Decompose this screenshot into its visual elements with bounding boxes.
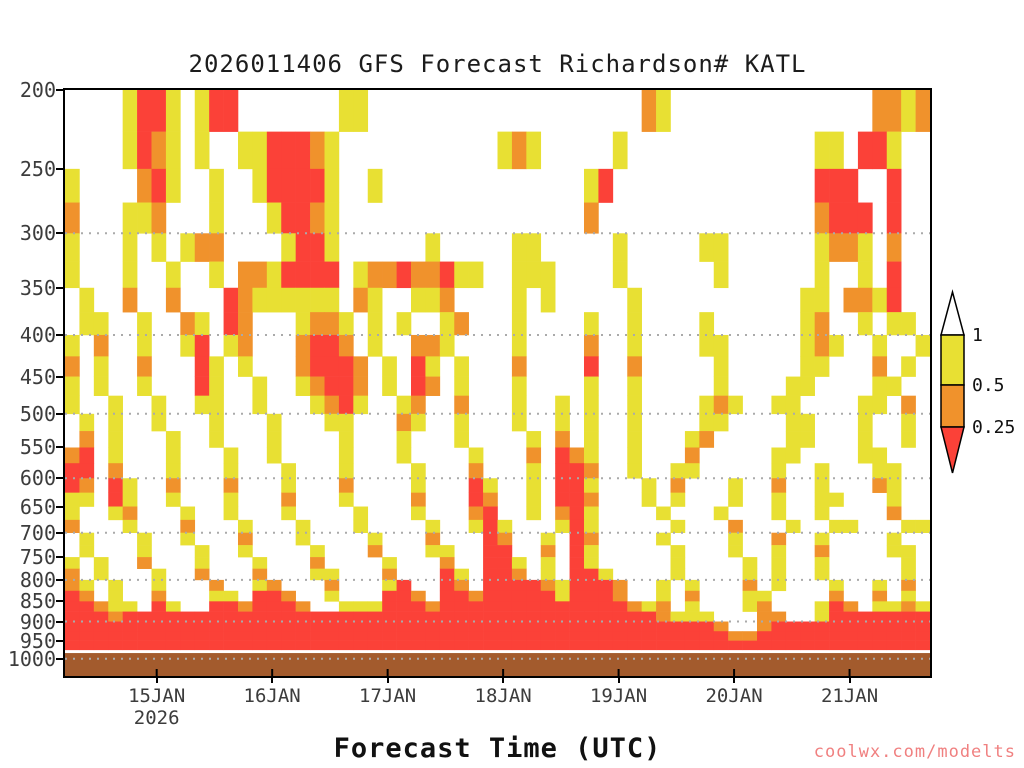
x-tick-mark [271,676,274,683]
x-tick-mark [617,676,620,683]
y-tick-mark [56,412,65,415]
y-tick-label: 450 [19,364,56,389]
chart-title: 2026011406 GFS Forecast Richardson# KATL [188,50,807,78]
y-tick-label: 750 [19,545,56,570]
y-tick-mark [56,531,65,534]
y-tick-mark [56,600,65,603]
y-tick-label: 250 [19,156,56,181]
y-tick-mark [56,232,65,235]
y-tick-mark [56,89,65,91]
richardson-field-svg [65,90,930,676]
y-tick-mark [56,578,65,581]
x-tick-label: 16JAN [243,685,301,707]
y-tick-mark [56,286,65,289]
y-tick-label: 500 [19,401,56,426]
x-tick-year-label: 2026 [133,707,180,729]
y-tick-mark [56,505,65,508]
x-tick-mark [386,676,389,683]
x-tick-label: 15JAN [128,685,186,707]
y-tick-label: 600 [19,466,56,491]
y-tick-label: 550 [19,435,56,460]
x-tick-mark [848,676,851,683]
x-axis-title: Forecast Time (UTC) [333,733,662,764]
y-tick-label: 1000 [7,646,56,671]
x-tick-mark [733,676,736,683]
y-tick-label: 950 [19,628,56,653]
x-tick-mark [155,676,158,683]
y-tick-mark [56,657,65,660]
x-tick-label: 19JAN [589,685,648,707]
y-tick-mark [56,167,65,170]
x-tick-label: 21JAN [820,685,879,707]
x-tick-label: 20JAN [705,685,763,707]
y-tick-label: 800 [19,567,56,592]
y-tick-label: 700 [19,520,56,545]
y-tick-mark [56,333,65,336]
y-tick-label: 300 [19,221,56,246]
colorbar-label: 1 [972,325,983,346]
y-tick-mark [56,620,65,623]
colorbar: 1 0.5 0.25 [940,289,1015,474]
y-tick-label: 900 [19,609,56,634]
x-tick-label: 18JAN [474,685,532,707]
y-tick-label: 650 [19,494,56,519]
y-tick-mark [56,639,65,642]
colorbar-label: 0.5 [972,375,1005,396]
y-tick-mark [56,375,65,378]
y-tick-label: 200 [19,78,56,102]
y-tick-label: 850 [19,589,56,614]
x-tick-label: 17JAN [359,685,417,707]
colorbar-label: 0.25 [972,417,1015,438]
watermark: coolwx.com/modelts [813,742,1016,762]
plot-area [63,88,932,678]
y-tick-label: 400 [19,322,56,347]
y-tick-label: 350 [19,275,56,300]
y-tick-mark [56,477,65,480]
y-tick-mark [56,556,65,559]
x-tick-mark [502,676,505,683]
y-tick-mark [56,446,65,449]
